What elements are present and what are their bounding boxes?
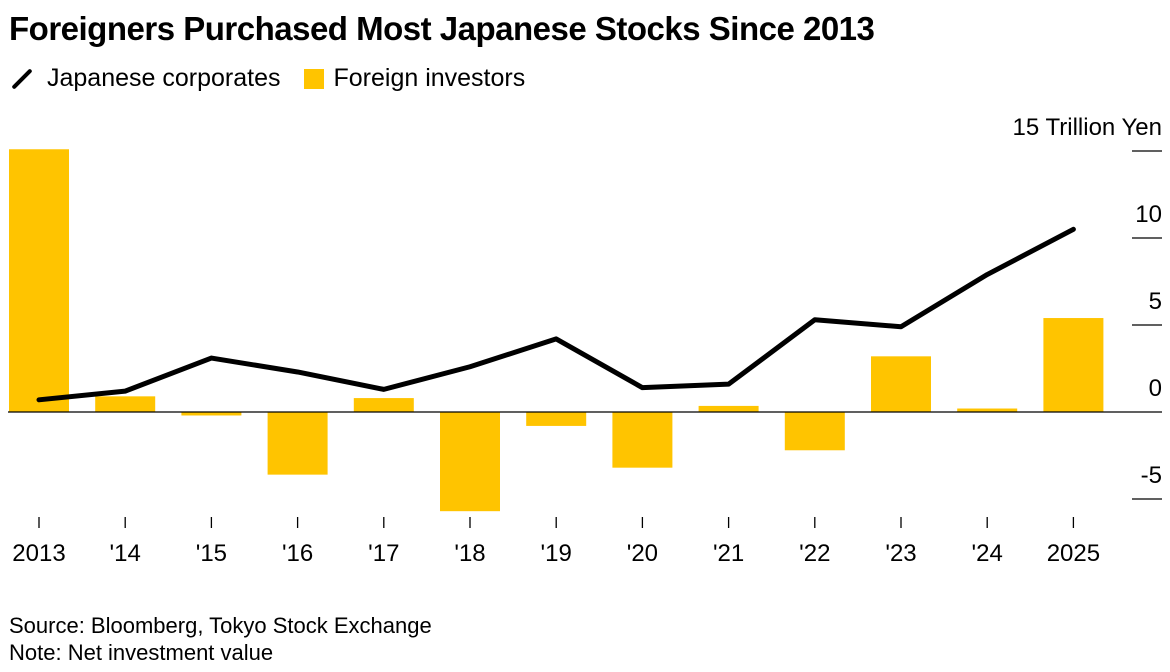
y-axis: 15 Trillion Yen 10 5 0 -5 — [1013, 114, 1162, 500]
bar-5 — [440, 412, 500, 512]
y-tick-label-3: 0 — [1149, 375, 1162, 402]
bar-6 — [526, 412, 587, 426]
x-tick-label-8: '21 — [713, 540, 744, 567]
legend-item-foreign: Foreign investors — [304, 64, 525, 93]
line-layer — [36, 226, 1076, 403]
y-tick-label-0: 15 Trillion Yen — [1013, 114, 1162, 141]
x-tick-label-0: 2013 — [12, 540, 65, 567]
bar-12 — [1043, 318, 1104, 412]
y-tick-label-1: 10 — [1135, 201, 1162, 228]
y-tick-label-2: 5 — [1149, 288, 1162, 315]
legend-bar-swatch — [304, 68, 325, 89]
bar-2 — [181, 412, 242, 416]
bar-4 — [353, 398, 414, 412]
chart-plot: 15 Trillion Yen 10 5 0 -5 2013 '14 '15 '16 '17 '1… — [8, 114, 1162, 567]
x-tick-label-3: '16 — [282, 540, 313, 567]
x-tick-label-9: '22 — [799, 540, 830, 567]
legend-label-foreign: Foreign investors — [333, 64, 526, 92]
bar-11 — [957, 408, 1018, 412]
source-note: Source: Bloomberg, Tokyo Stock Exchange — [9, 613, 432, 638]
y-tick-label-4: -5 — [1141, 462, 1162, 489]
bar-0 — [9, 149, 69, 412]
x-tick-label-11: '24 — [972, 540, 1003, 567]
bar-9 — [784, 412, 845, 451]
x-tick-label-4: '17 — [368, 540, 399, 567]
x-axis: 2013 '14 '15 '16 '17 '18 '19 '20 '21 '22 '23 '24 202… — [12, 517, 1100, 567]
x-tick-label-5: '18 — [454, 540, 485, 567]
x-tick-label-6: '19 — [541, 540, 572, 567]
legend-line-swatch — [11, 67, 33, 90]
net-investment-note: Note: Net investment value — [9, 640, 274, 665]
footer: Source: Bloomberg, Tokyo Stock Exchange … — [9, 612, 432, 666]
bar-10 — [871, 356, 931, 412]
x-tick-label-1: '14 — [110, 540, 141, 567]
bar-8 — [698, 405, 759, 412]
x-tick-label-10: '23 — [885, 540, 916, 567]
legend: Japanese corporates Foreign investors — [9, 64, 549, 93]
bars-layer — [9, 149, 1104, 512]
bar-7 — [612, 412, 673, 468]
bar-3 — [267, 412, 328, 475]
x-tick-label-7: '20 — [627, 540, 658, 567]
legend-label-corporates: Japanese corporates — [47, 64, 281, 92]
x-tick-label-12: 2025 — [1047, 540, 1100, 567]
chart-title: Foreigners Purchased Most Japanese Stock… — [9, 10, 875, 47]
bar-1 — [95, 396, 156, 412]
x-tick-label-2: '15 — [196, 540, 227, 567]
legend-item-corporates: Japanese corporates — [9, 64, 280, 93]
line-japanese-corporates — [36, 226, 1076, 403]
